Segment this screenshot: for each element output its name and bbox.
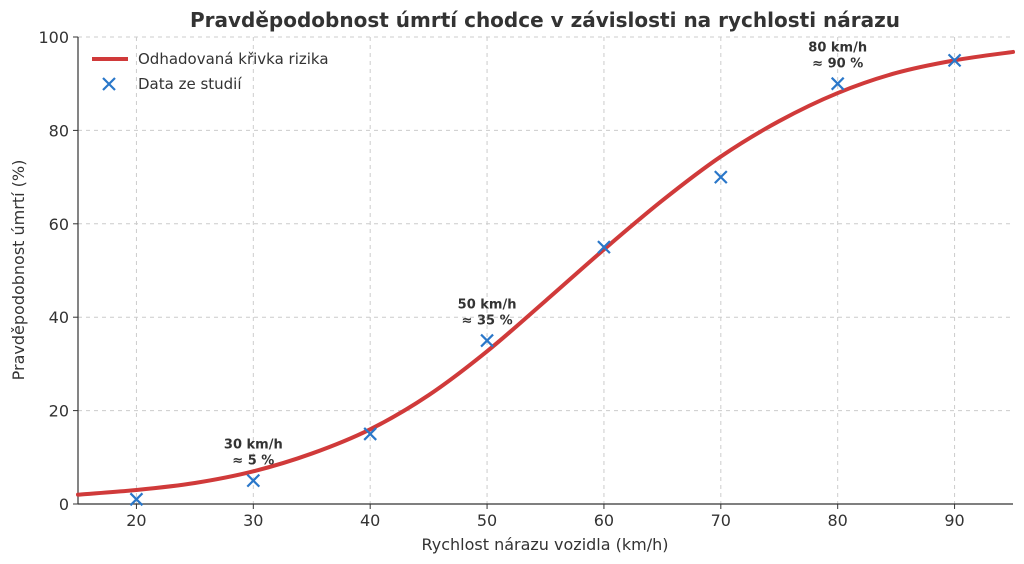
grid <box>78 36 1013 504</box>
series <box>76 49 1015 507</box>
x-axis-label: Rychlost nárazu vozidla (km/h) <box>422 535 669 554</box>
x-tick-label: 60 <box>594 511 614 530</box>
y-tick-label: 20 <box>49 402 69 421</box>
annotations: 30 km/h≈ 5 % 50 km/h≈ 35 % 80 km/h≈ 90 % <box>224 41 867 469</box>
data-point <box>363 427 377 441</box>
data-point <box>597 240 611 254</box>
annotation-speed: 30 km/h <box>224 438 283 453</box>
y-tick-label: 80 <box>49 121 69 140</box>
annotation-speed: 50 km/h <box>458 298 517 313</box>
y-axis-label: Pravděpodobnost úmrtí (%) <box>9 160 28 381</box>
risk-curve-line <box>76 49 1015 497</box>
data-point <box>947 53 962 68</box>
x-tick-label: 50 <box>477 511 497 530</box>
legend-entry-curve: Odhadovaná křivka rizika <box>138 50 329 68</box>
legend-x-marker <box>102 77 116 91</box>
data-point <box>246 473 261 488</box>
x-tick-label: 70 <box>711 511 731 530</box>
legend: Odhadovaná křivka rizika Data ze studií <box>92 50 329 93</box>
legend-entry-data: Data ze studií <box>138 75 242 93</box>
y-tick-label: 40 <box>49 308 69 327</box>
x-tick-label: 20 <box>126 511 146 530</box>
annotation-probability: ≈ 5 % <box>232 454 274 469</box>
data-point <box>714 170 728 184</box>
y-tick-label: 100 <box>38 28 69 47</box>
annotation-speed: 80 km/h <box>808 41 867 56</box>
annotation-probability: ≈ 90 % <box>812 57 863 72</box>
x-tick-label: 80 <box>828 511 848 530</box>
data-point <box>830 76 845 91</box>
y-tick-label: 0 <box>59 495 69 514</box>
y-tick-label: 60 <box>49 215 69 234</box>
x-tick-label: 40 <box>360 511 380 530</box>
x-ticks: 20 30 40 50 60 70 80 90 <box>126 504 965 530</box>
axes <box>77 37 1013 505</box>
data-point <box>480 333 494 348</box>
y-ticks: 0 20 40 60 80 100 <box>38 28 78 514</box>
x-tick-label: 30 <box>243 511 263 530</box>
annotation-probability: ≈ 35 % <box>462 314 513 329</box>
data-point <box>129 492 144 507</box>
chart-title: Pravděpodobnost úmrtí chodce v závislost… <box>190 8 900 32</box>
x-tick-label: 90 <box>944 511 964 530</box>
